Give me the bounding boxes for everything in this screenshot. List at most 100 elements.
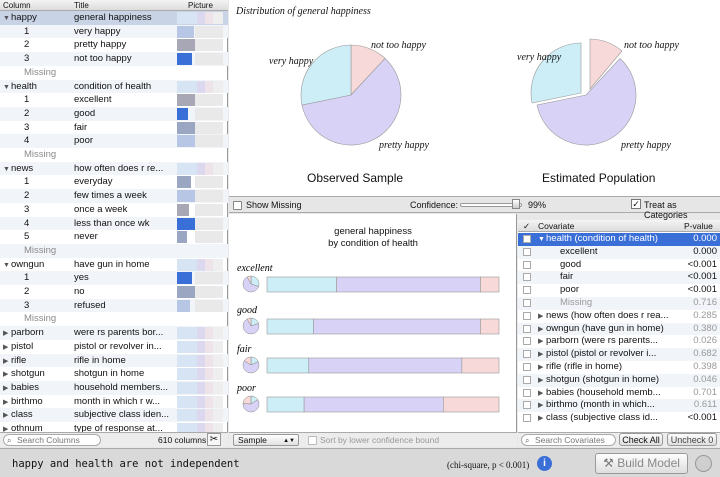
column-header-title[interactable]: Title [74, 1, 89, 10]
missing-row[interactable]: Missing [0, 243, 228, 258]
disclosure-closed-icon[interactable]: ▶ [538, 338, 544, 346]
covariate-checkbox[interactable] [523, 273, 531, 282]
value-row[interactable]: 2 no [0, 285, 228, 299]
bar-segment[interactable] [308, 357, 463, 374]
value-row[interactable]: 3 once a week [0, 203, 228, 217]
covariate-checkbox[interactable] [523, 388, 531, 397]
disclosure-closed-icon[interactable]: ▶ [538, 364, 544, 371]
covariate-row[interactable]: ▶ pistol (pistol or revolver i... 0.682 [518, 348, 720, 361]
disclosure-closed-icon[interactable]: ▶ [538, 351, 544, 359]
value-row[interactable]: 2 good [0, 106, 228, 121]
missing-row[interactable]: Missing [0, 148, 228, 162]
value-row[interactable]: 1 everyday [0, 175, 228, 189]
covariate-row[interactable]: ▶ rifle (rifle in home) 0.398 [518, 361, 720, 374]
check-all-button[interactable]: Check All [619, 433, 663, 446]
value-row[interactable]: 2 few times a week [0, 189, 228, 203]
variable-row[interactable]: ▶ babies household members... [0, 380, 228, 395]
covariate-row[interactable]: ▶ class (subjective class id... <0.001 [518, 412, 720, 425]
covariate-row[interactable]: ▶ news (how often does r rea... 0.285 [518, 310, 720, 323]
bar-segment[interactable] [461, 357, 500, 374]
covariate-row[interactable]: ▶ parborn (were rs parents... 0.026 [518, 335, 720, 348]
tools-icon[interactable]: ✂ [207, 433, 221, 446]
disclosure-closed-icon[interactable]: ▶ [538, 312, 544, 320]
info-icon[interactable]: i [537, 456, 552, 471]
missing-row[interactable]: Missing [0, 66, 228, 80]
disclosure-closed-icon[interactable]: ▶ [3, 330, 9, 338]
value-row[interactable]: 3 refused [0, 298, 228, 313]
covariate-checkbox[interactable] [523, 235, 531, 243]
covariate-checkbox[interactable] [523, 375, 531, 384]
covariate-checkbox[interactable] [523, 247, 531, 256]
pvalue-column-header[interactable]: P-value [684, 221, 713, 231]
value-row[interactable]: 5 never [0, 230, 228, 244]
search-covariates-input[interactable]: ⌕ Search Covariates [521, 434, 616, 446]
covariate-checkbox[interactable] [523, 414, 531, 423]
covariate-row[interactable]: poor <0.001 [518, 284, 720, 297]
disclosure-closed-icon[interactable]: ▶ [538, 389, 544, 397]
disclosure-closed-icon[interactable]: ▶ [538, 325, 544, 333]
covariate-row[interactable]: good <0.001 [518, 259, 720, 272]
covariate-row[interactable]: Missing 0.716 [518, 297, 720, 310]
disclosure-closed-icon[interactable]: ▶ [3, 412, 9, 420]
covariate-checkbox[interactable] [523, 299, 531, 307]
covariate-checkbox[interactable] [523, 286, 531, 295]
value-row[interactable]: 2 pretty happy [0, 38, 228, 52]
variable-row[interactable]: ▶ parborn were rs parents bor... [0, 326, 228, 340]
disclosure-closed-icon[interactable]: ▶ [538, 376, 544, 384]
bar-segment[interactable] [266, 396, 305, 413]
show-missing-checkbox[interactable] [233, 200, 242, 211]
disclosure-closed-icon[interactable]: ▶ [3, 357, 9, 365]
disclosure-closed-icon[interactable]: ▶ [3, 384, 9, 392]
bar-segment[interactable] [266, 276, 337, 293]
variable-row[interactable]: ▶ pistol pistol or revolver in... [0, 340, 228, 354]
covariate-checkbox[interactable] [523, 260, 531, 269]
bar-segment[interactable] [303, 396, 444, 413]
search-columns-input[interactable]: ⌕ Search Columns [3, 434, 101, 446]
check-column-header[interactable]: ✓ [523, 221, 531, 231]
covariate-checkbox[interactable] [523, 337, 531, 346]
build-model-button[interactable]: ⚒ Build Model [595, 453, 688, 474]
value-row[interactable]: 4 less than once wk [0, 216, 228, 231]
value-row[interactable]: 4 poor [0, 134, 228, 148]
disclosure-closed-icon[interactable]: ▶ [3, 398, 9, 406]
covariate-row[interactable]: excellent 0.000 [518, 245, 720, 259]
bar-segment[interactable] [336, 276, 481, 293]
disclosure-closed-icon[interactable]: ▶ [538, 415, 544, 423]
covariate-row[interactable]: ▶ birthmo (month in which... 0.611 [518, 399, 720, 413]
sample-select[interactable]: Sample ▲▼ [233, 434, 299, 446]
covariate-column-header[interactable]: Covariate [538, 221, 575, 231]
value-row[interactable]: 1 yes [0, 271, 228, 285]
variable-row[interactable]: ▶ class subjective class iden... [0, 408, 228, 422]
variable-row[interactable]: ▼happy general happiness [0, 11, 228, 25]
covariate-row[interactable]: ▶ babies (household memb... 0.701 [518, 387, 720, 400]
column-header-picture[interactable]: Picture [188, 1, 213, 10]
bar-segment[interactable] [313, 318, 481, 335]
bar-segment[interactable] [480, 276, 500, 293]
disclosure-open-icon[interactable]: ▼ [538, 236, 545, 243]
disclosure-closed-icon[interactable]: ▶ [3, 371, 9, 379]
covariate-row[interactable]: ▼health (condition of health) 0.000 [518, 233, 720, 246]
covariate-checkbox[interactable] [523, 363, 531, 371]
variable-row[interactable]: ▶ shotgun shotgun in home [0, 367, 228, 381]
covariate-checkbox[interactable] [523, 311, 531, 320]
sort-checkbox[interactable] [308, 435, 317, 446]
covariate-row[interactable]: ▶ shotgun (shotgun in home) 0.046 [518, 373, 720, 387]
disclosure-open-icon[interactable]: ▼ [3, 15, 10, 22]
disclosure-open-icon[interactable]: ▼ [3, 261, 10, 269]
confidence-slider[interactable] [460, 203, 522, 207]
covariate-checkbox[interactable] [523, 324, 531, 333]
value-row[interactable]: 3 not too happy [0, 52, 228, 66]
value-row[interactable]: 1 excellent [0, 93, 228, 107]
value-row[interactable]: 3 fair [0, 121, 228, 135]
bar-segment[interactable] [443, 396, 500, 413]
column-header-column[interactable]: Column [3, 1, 31, 10]
bar-segment[interactable] [266, 318, 314, 335]
disclosure-closed-icon[interactable]: ▶ [3, 343, 9, 351]
missing-row[interactable]: Missing [0, 312, 228, 326]
variable-row[interactable]: ▶ birthmo month in which r w... [0, 395, 228, 409]
settings-icon[interactable] [695, 455, 712, 472]
value-row[interactable]: 1 very happy [0, 24, 228, 39]
confidence-slider-thumb[interactable] [512, 199, 520, 209]
variable-row[interactable]: ▶ rifle rifle in home [0, 353, 228, 368]
covariate-row[interactable]: ▶ owngun (have gun in home) 0.380 [518, 322, 720, 336]
